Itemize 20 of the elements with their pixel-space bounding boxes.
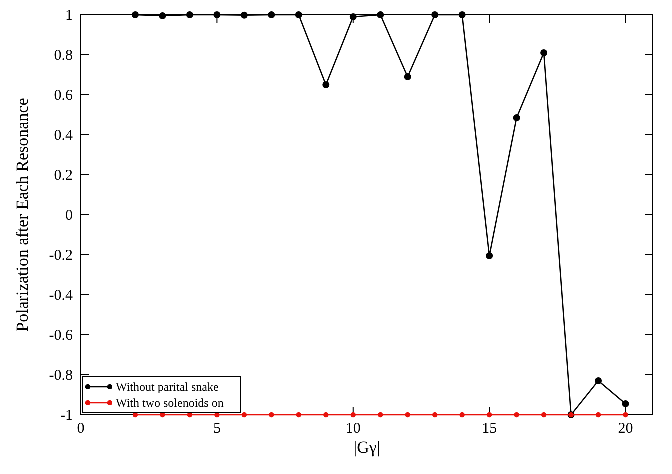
y-tick-label: -0.2 (49, 248, 73, 264)
y-tick-label: 0.2 (54, 168, 73, 184)
legend-label: With two solenoids on (116, 396, 224, 410)
y-tick-label: 0.8 (54, 48, 73, 64)
y-tick-label: -0.4 (49, 288, 74, 304)
y-axis-title: Polarization after Each Resonance (13, 98, 32, 332)
x-axis-title: |Gγ| (354, 438, 380, 457)
legend-label: Without parital snake (116, 380, 219, 394)
y-tick-label: -0.6 (49, 328, 74, 344)
x-tick-label: 20 (618, 421, 634, 437)
y-tick-label: 1 (66, 8, 73, 24)
y-tick-label: 0.4 (54, 128, 74, 144)
y-tick-label: -1 (60, 408, 73, 424)
y-tick-label: -0.8 (49, 368, 73, 384)
y-tick-label: 0.6 (54, 88, 74, 104)
y-tick-label: 0 (66, 208, 73, 224)
x-tick-label: 5 (213, 421, 221, 437)
x-tick-label: 15 (482, 421, 498, 437)
x-tick-label: 0 (77, 421, 85, 437)
x-tick-label: 10 (346, 421, 361, 437)
